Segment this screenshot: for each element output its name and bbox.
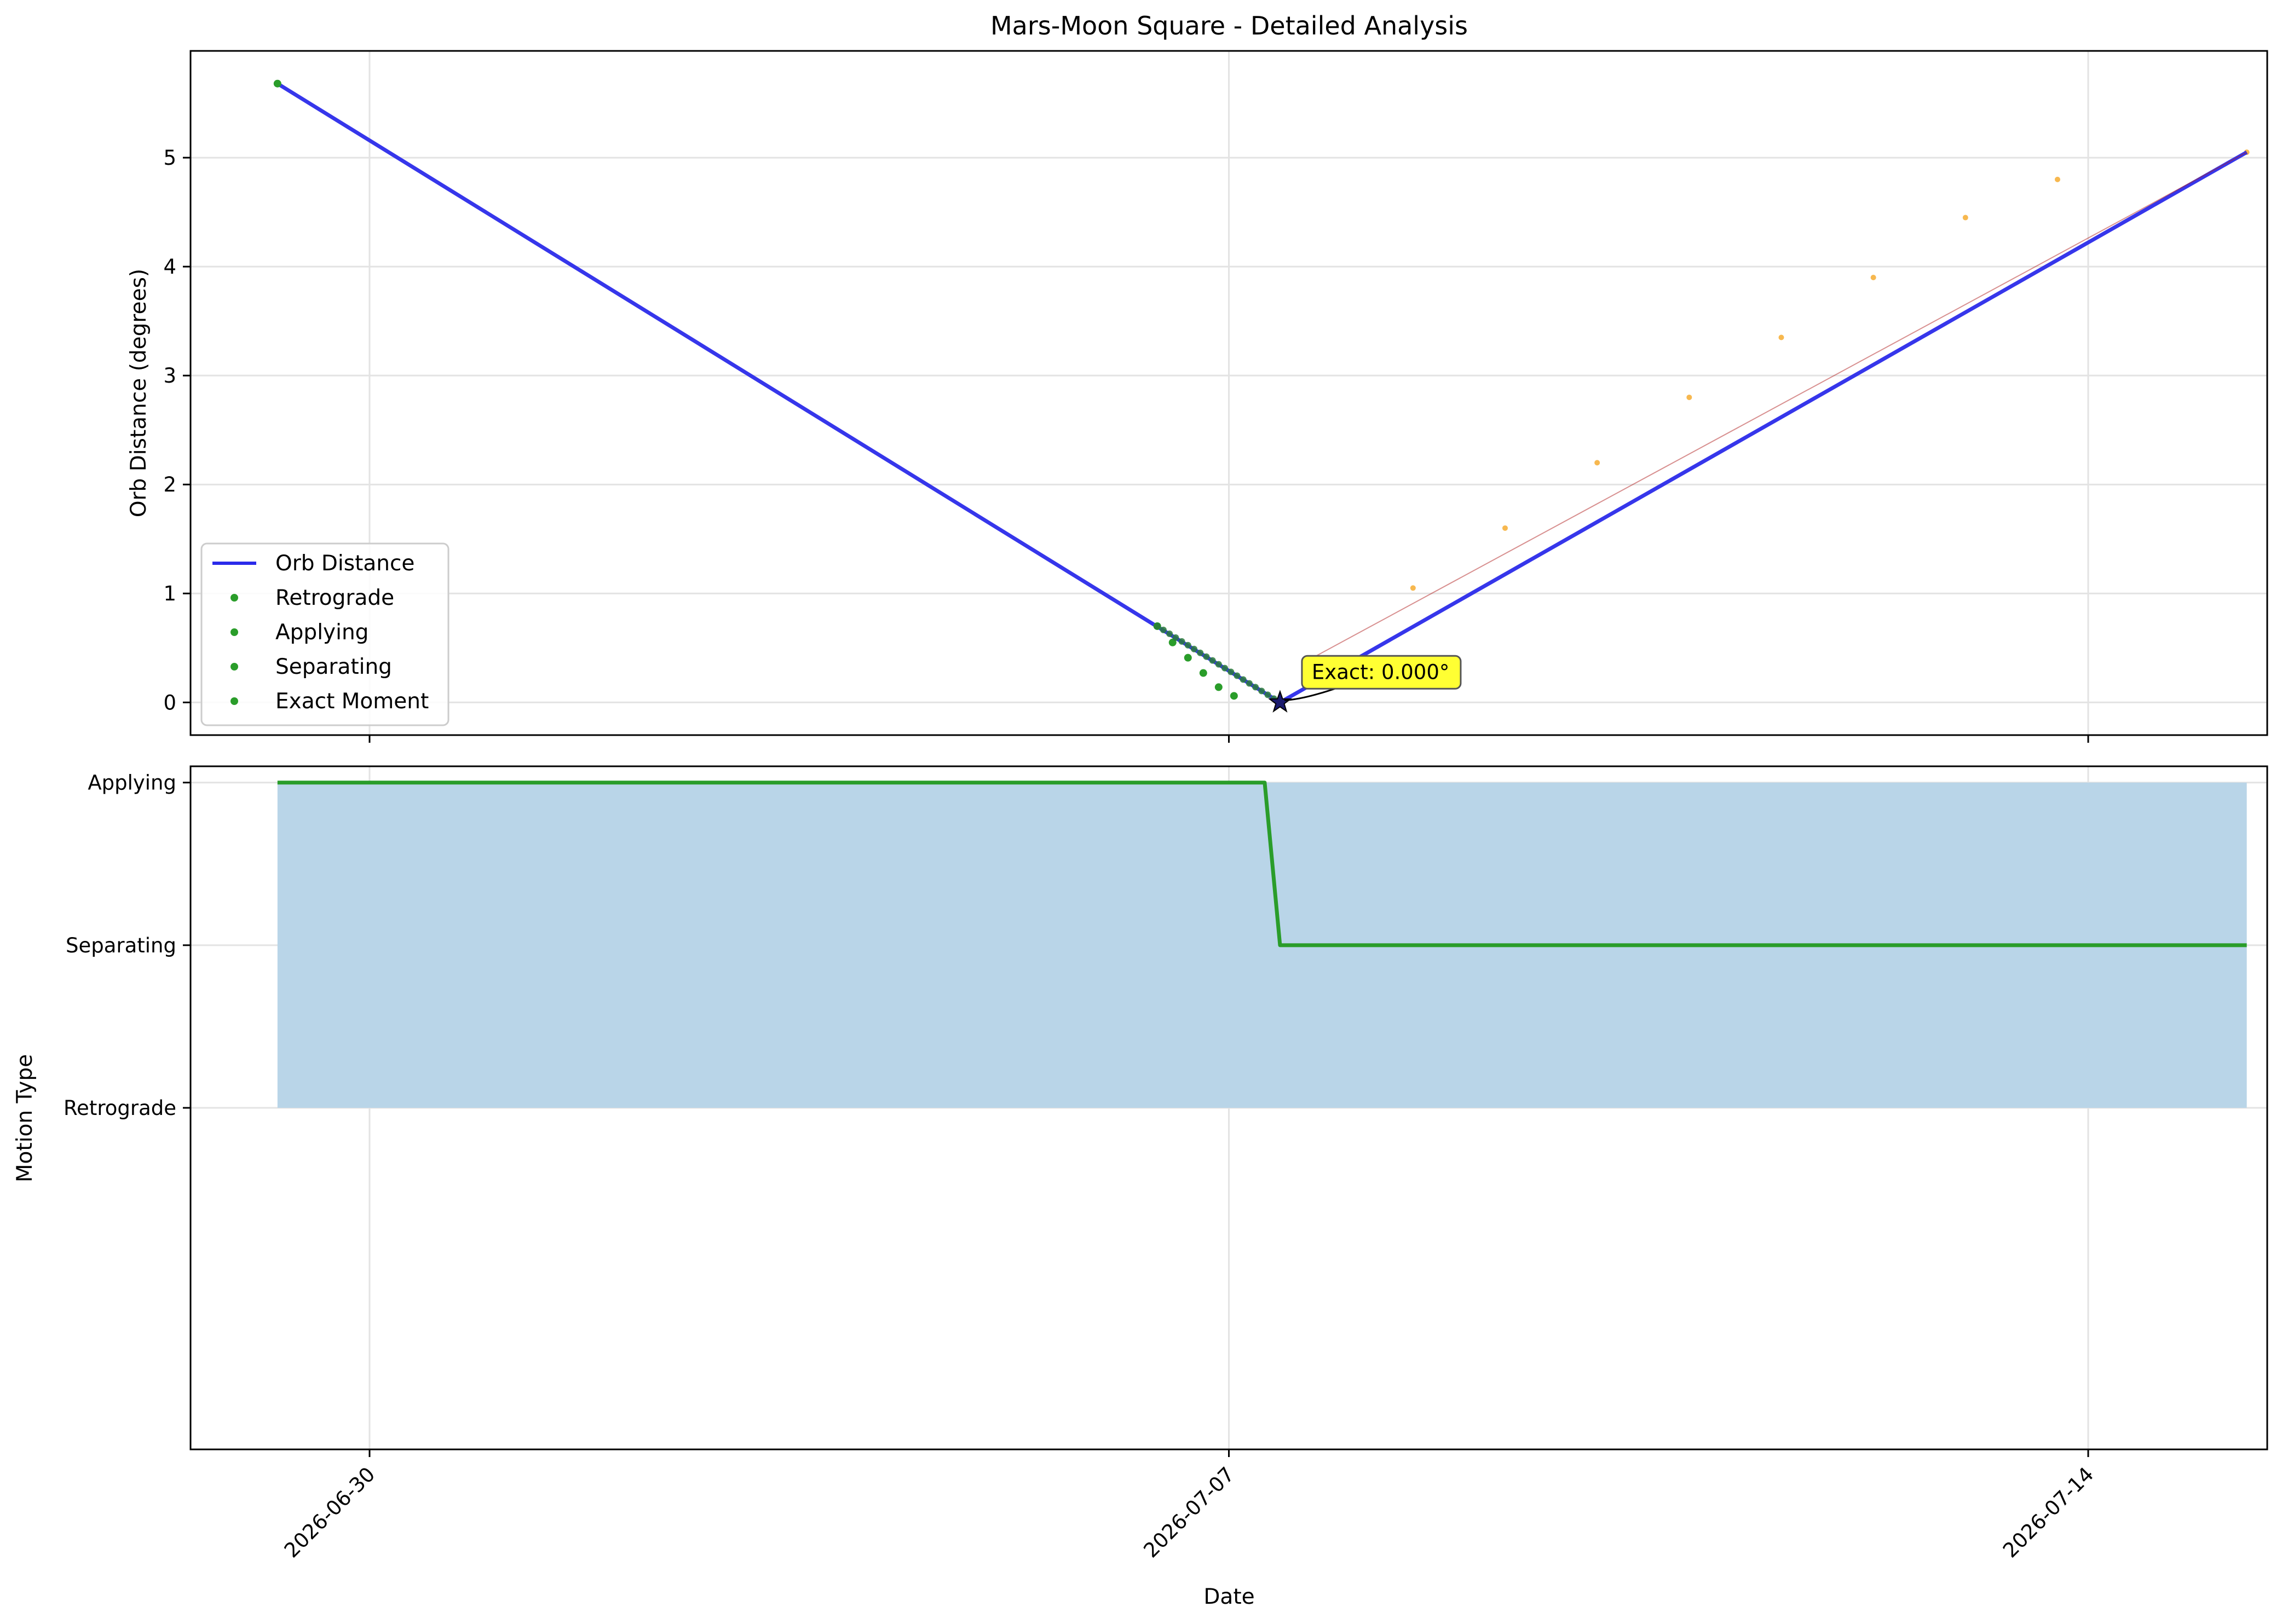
separating-point <box>1686 394 1692 400</box>
x-axis-label: Date <box>1203 1585 1254 1609</box>
separating-point <box>1870 275 1876 281</box>
motion-type-line <box>277 781 2247 947</box>
legend-marker-retrograde <box>230 594 238 602</box>
top-y-ticks: 0 1 2 3 4 5 <box>163 146 191 714</box>
applying-marker <box>1172 634 1179 641</box>
separating-point <box>1410 585 1416 591</box>
exact-annotation: Exact: 0.000° <box>1284 655 1462 701</box>
exact-moment-star <box>1268 690 1292 713</box>
applying-marker <box>1160 626 1167 633</box>
annotation-box <box>1301 655 1462 690</box>
top-y-tick-label: 4 <box>163 255 176 279</box>
bottom-y-ticks: Retrograde Separating Applying <box>64 771 191 1120</box>
legend-marker-exact-moment <box>230 697 238 705</box>
applying-marker <box>1184 641 1191 649</box>
separating-point <box>1962 215 1968 221</box>
bottom-y-tick-label: Applying <box>88 771 176 795</box>
legend-label-orb-distance: Orb Distance <box>275 551 414 576</box>
top-series <box>273 79 2250 713</box>
top-y-tick-label: 3 <box>163 364 176 388</box>
separating-trace <box>1310 152 2248 660</box>
legend: Orb Distance Retrograde Applying Separat… <box>200 542 450 726</box>
applying-marker <box>1209 657 1216 664</box>
applying-marker <box>1240 676 1247 683</box>
orb-distance-panel: 0 1 2 3 4 5 Orb Distance (degrees) Exact: 0.0… <box>126 50 2268 743</box>
bottom-series <box>277 781 2247 1108</box>
applying-marker <box>1178 638 1185 645</box>
applying-marker <box>1258 687 1265 695</box>
applying-point <box>1199 669 1207 677</box>
legend-label-applying: Applying <box>275 620 368 645</box>
bottom-y-axis-label: Motion Type <box>13 1054 37 1182</box>
applying-point <box>1184 654 1192 662</box>
separating-point <box>2054 176 2060 182</box>
legend-label-exact-moment: Exact Moment <box>275 689 429 714</box>
bottom-y-tick-label: Separating <box>66 934 176 957</box>
top-x-ticks <box>368 735 2089 743</box>
top-plot-frame <box>189 50 2268 736</box>
bottom-y-tick-label: Retrograde <box>64 1096 176 1120</box>
bottom-plot-frame <box>189 765 2268 1450</box>
applying-marker <box>1246 680 1253 687</box>
applying-marker <box>1197 649 1204 656</box>
top-y-tick-label: 0 <box>163 691 176 714</box>
annotation-text: Exact: 0.000° <box>1312 660 1449 684</box>
separating-point <box>1594 460 1600 466</box>
applying-marker <box>1264 691 1271 698</box>
legend-frame <box>200 542 450 726</box>
legend-marker-separating <box>230 663 238 671</box>
separating-point <box>1778 334 1784 340</box>
top-y-axis-label: Orb Distance (degrees) <box>126 269 151 517</box>
chart-title: Mars-Moon Square - Detailed Analysis <box>990 11 1468 41</box>
legend-label-retrograde: Retrograde <box>275 586 394 610</box>
annotation-arrow <box>1284 687 1335 701</box>
separating-point <box>1502 525 1508 531</box>
legend-marker-applying <box>230 628 238 636</box>
legend-label-separating: Separating <box>275 655 392 679</box>
applying-point <box>273 79 281 88</box>
applying-point <box>1214 683 1223 691</box>
applying-marker <box>1221 664 1229 672</box>
applying-marker <box>1234 672 1241 679</box>
applying-marker <box>1190 645 1197 652</box>
applying-marker <box>1228 668 1235 675</box>
applying-marker <box>1215 661 1222 668</box>
applying-marker <box>1252 684 1259 691</box>
applying-point <box>1230 692 1238 700</box>
top-y-tick-label: 5 <box>163 146 176 170</box>
top-y-tick-label: 1 <box>163 582 176 605</box>
top-y-tick-label: 2 <box>163 473 176 496</box>
applying-marker <box>1154 622 1161 629</box>
applying-marker <box>1166 630 1173 637</box>
applying-marker <box>1203 653 1210 660</box>
